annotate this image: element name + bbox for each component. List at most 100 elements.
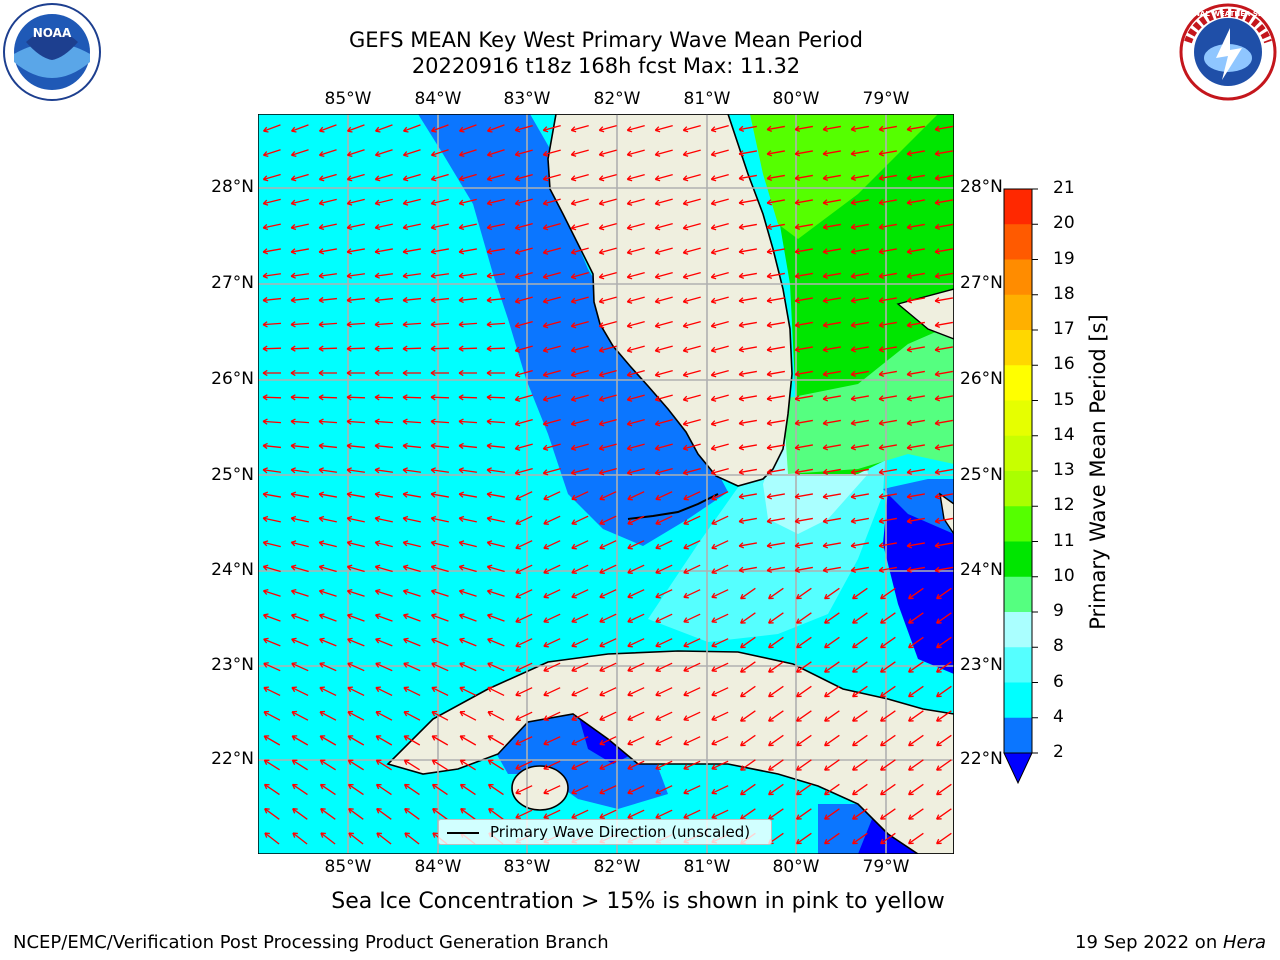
wave-arrow	[459, 686, 477, 697]
footer-date-text: 19 Sep 2022 on	[1075, 932, 1223, 953]
wave-arrow	[907, 150, 925, 155]
wave-arrow	[459, 248, 477, 253]
wave-arrow	[431, 565, 449, 573]
wave-arrow	[599, 468, 617, 474]
wave-arrow	[936, 661, 952, 673]
wave-arrow	[851, 272, 869, 278]
wave-arrow	[543, 272, 561, 278]
wave-arrow-head	[768, 765, 774, 771]
wave-arrow	[907, 321, 925, 327]
wave-arrow	[571, 272, 589, 278]
wave-arrow	[403, 493, 421, 498]
wave-arrow	[907, 174, 925, 180]
wave-arrow-head	[711, 739, 717, 746]
wave-arrow	[627, 613, 645, 623]
wave-arrow-head	[515, 494, 521, 501]
colorbar-segment	[1004, 330, 1032, 366]
wave-arrow	[430, 444, 450, 449]
wave-arrow-head	[571, 494, 577, 501]
wave-arrow	[739, 346, 757, 351]
wave-arrow	[515, 711, 533, 721]
wave-arrow-head	[486, 248, 493, 255]
wave-arrow	[795, 395, 813, 400]
wave-arrow	[599, 223, 617, 229]
wave-arrow	[739, 493, 757, 498]
wave-arrow	[655, 662, 673, 672]
wave-arrow-head	[934, 272, 941, 279]
wave-arrow	[515, 296, 533, 303]
wave-arrow	[851, 125, 869, 131]
wave-arrow-head	[263, 637, 269, 644]
wave-arrow-head	[570, 297, 577, 304]
wave-arrow-head	[542, 224, 549, 231]
wave-arrow	[515, 321, 533, 327]
wave-arrow	[262, 347, 282, 350]
wave-arrow-head	[263, 759, 270, 765]
wave-arrow	[571, 613, 589, 623]
wave-arrow	[767, 517, 785, 523]
wave-arrow-head	[262, 345, 268, 352]
wave-arrow-head	[852, 814, 858, 820]
wave-arrow-head	[906, 248, 913, 255]
wave-arrow-head	[822, 566, 829, 573]
wave-arrow	[739, 566, 757, 572]
wave-arrow-head	[515, 543, 521, 550]
wave-arrow-head	[850, 346, 857, 353]
wave-arrow-head	[627, 690, 633, 697]
wave-arrow	[935, 272, 953, 278]
wave-arrow-head	[796, 642, 802, 649]
wave-arrow	[935, 493, 953, 498]
wave-arrow-head	[318, 540, 325, 547]
wave-arrow-head	[822, 395, 829, 402]
wave-arrow-head	[738, 517, 745, 524]
wave-arrow	[460, 759, 476, 771]
wave-arrow-head	[542, 199, 549, 206]
wave-arrow	[487, 198, 505, 205]
wave-arrow	[823, 199, 841, 204]
wave-arrow-head	[599, 739, 605, 746]
lat-tick-right-27: 27°N	[960, 273, 1003, 293]
wave-arrow-head	[374, 345, 380, 352]
wave-arrow-head	[852, 691, 858, 698]
wave-arrow-head	[824, 716, 830, 722]
wave-arrow	[375, 223, 393, 229]
wave-arrow-head	[318, 442, 324, 450]
wave-arrow-head	[514, 199, 521, 206]
wave-arrow	[879, 272, 897, 278]
wave-arrow	[795, 297, 813, 302]
wave-arrow-head	[936, 838, 942, 845]
wave-arrow-head	[402, 272, 408, 279]
wave-arrow	[402, 469, 422, 473]
wave-arrow-head	[402, 345, 408, 352]
wave-arrow-head	[346, 515, 353, 523]
wave-arrow-head	[738, 542, 745, 549]
wave-arrow	[346, 273, 366, 277]
wave-arrow	[543, 419, 561, 425]
wave-arrow	[543, 149, 561, 156]
wave-arrow	[711, 394, 729, 401]
wave-arrow-head	[936, 740, 942, 747]
wave-arrow	[880, 759, 896, 771]
wave-arrow-head	[346, 418, 352, 425]
wave-arrow	[599, 515, 617, 525]
wave-arrow-head	[794, 346, 801, 353]
wave-arrow-head	[850, 370, 857, 377]
wave-arrow	[459, 198, 477, 205]
wave-arrow	[711, 785, 729, 794]
wave-arrow	[292, 759, 308, 771]
wave-arrow-head	[824, 691, 830, 698]
wave-arrow	[487, 735, 505, 746]
wave-arrow-head	[627, 788, 633, 795]
wave-arrow-head	[936, 691, 942, 698]
wave-arrow	[655, 223, 673, 229]
wave-arrow	[767, 223, 785, 229]
wave-arrow-head	[290, 321, 296, 328]
wave-arrow-head	[936, 814, 942, 820]
wave-arrow	[683, 419, 701, 425]
wave-arrow	[824, 808, 840, 820]
wave-arrow-head	[515, 690, 521, 697]
wave-arrow-head	[262, 296, 268, 304]
wave-arrow-head	[683, 764, 689, 770]
wave-arrow	[880, 710, 896, 722]
wave-arrow	[431, 149, 449, 156]
